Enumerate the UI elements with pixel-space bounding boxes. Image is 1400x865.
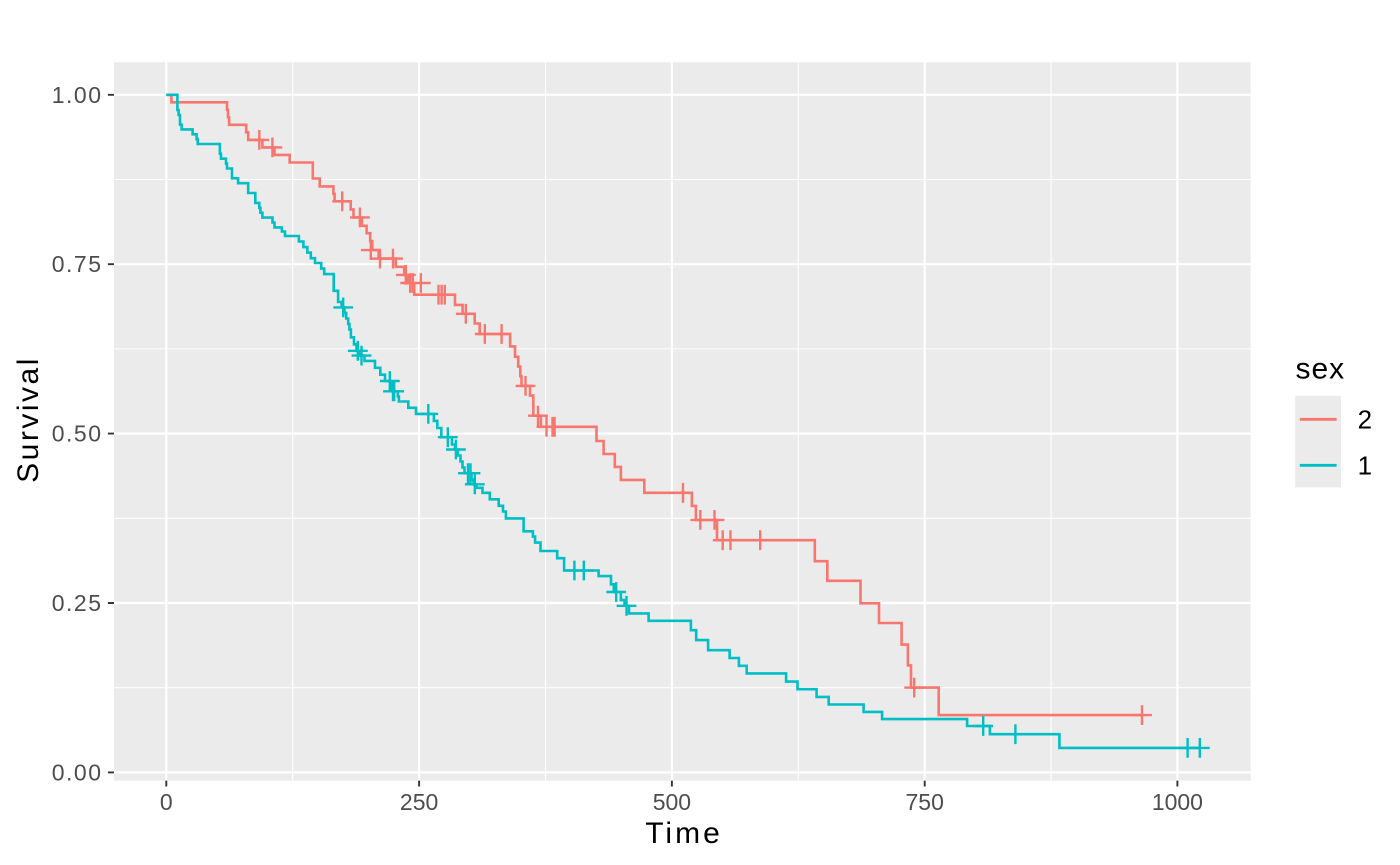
svg-text:0.25: 0.25 (52, 590, 103, 616)
svg-text:0.50: 0.50 (52, 421, 103, 447)
svg-text:1.00: 1.00 (52, 82, 103, 108)
svg-text:1: 1 (1358, 451, 1372, 481)
svg-text:1000: 1000 (1152, 789, 1203, 815)
svg-text:Time: Time (645, 817, 723, 850)
svg-text:0.00: 0.00 (52, 759, 103, 785)
svg-text:Survival: Survival (12, 356, 45, 483)
svg-text:0: 0 (160, 789, 173, 815)
svg-text:2: 2 (1358, 405, 1372, 435)
svg-text:sex: sex (1296, 353, 1346, 386)
svg-text:0.75: 0.75 (52, 251, 103, 277)
svg-text:500: 500 (653, 789, 691, 815)
svg-text:750: 750 (906, 789, 944, 815)
svg-text:250: 250 (400, 789, 438, 815)
